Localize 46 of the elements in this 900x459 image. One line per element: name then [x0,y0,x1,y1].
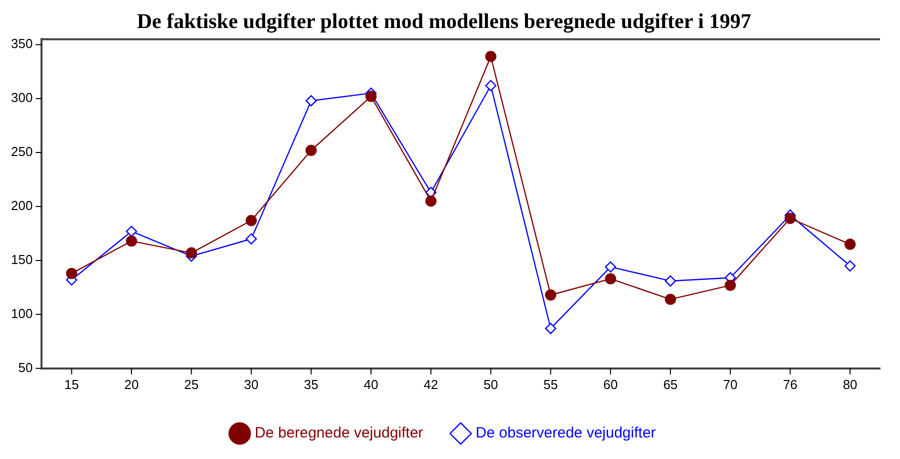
y-tick-label: 250 [10,144,33,160]
y-tick-label: 100 [10,306,33,322]
point [126,235,138,247]
x-tick-label: 65 [663,376,678,392]
point [425,196,437,207]
x-tick-label: 60 [603,376,618,392]
x-tick-label: 70 [723,376,738,392]
x-tick-label: 15 [64,376,79,392]
x-tick-label: 35 [304,376,318,392]
point [604,273,616,284]
point [306,95,317,106]
x-tick-label: 50 [484,376,498,392]
point [485,80,496,92]
x-tick-label: 55 [543,376,558,392]
point [246,214,257,226]
point [186,247,197,259]
point [246,233,257,244]
point [664,294,676,305]
point [545,289,556,301]
point [784,212,796,224]
y-tick-label: 200 [10,198,33,214]
point [306,144,317,156]
point [365,90,377,102]
point [844,260,856,272]
x-tick-label: 20 [124,376,139,392]
point [66,268,78,280]
point [126,226,138,237]
point [485,50,496,62]
x-tick-label: 42 [424,376,438,392]
y-tick-label: 300 [10,90,33,106]
x-tick-label: 30 [244,376,258,392]
y-tick-label: 50 [18,360,33,375]
x-tick-label: 80 [842,376,858,392]
point [844,238,856,250]
point [664,275,676,287]
point [604,261,616,273]
point [724,280,736,291]
chart-title: De faktiske udgifter plottet mod modellens beregnede udgifter i 1997 [136,9,752,34]
y-tick-label: 350 [10,36,33,52]
legend-label: De beregnede vejudgifter [254,424,424,442]
y-tick-label: 150 [10,252,33,268]
x-tick-label: 25 [184,376,199,392]
legend-label: De observerede vejudgifter [476,424,656,442]
x-tick-label: 40 [364,376,378,392]
x-tick-label: 76 [782,376,798,392]
point [545,322,556,334]
